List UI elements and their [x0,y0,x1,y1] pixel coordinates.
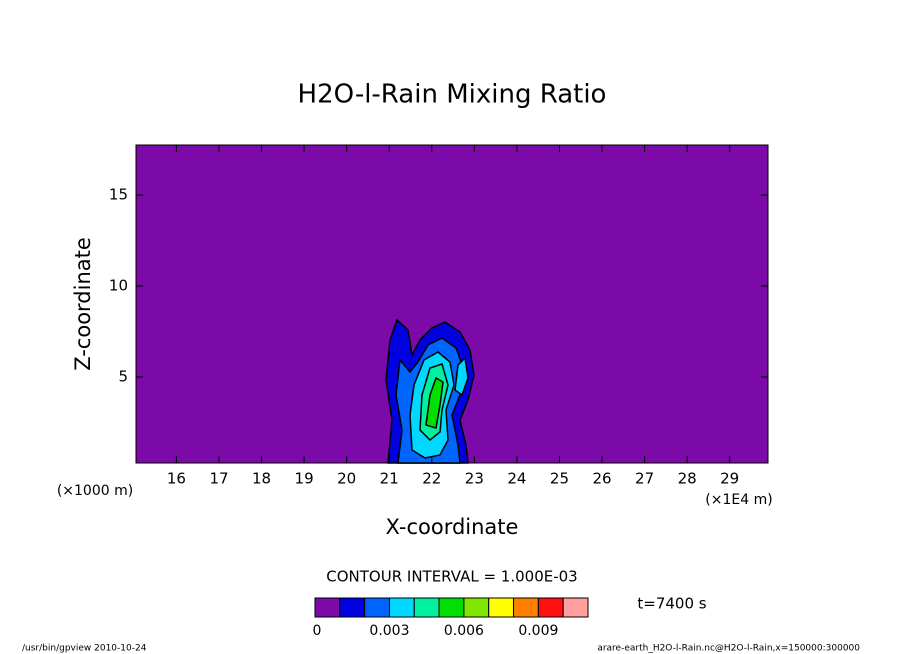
time-label: t=7400 s [637,595,706,613]
footer-right: arare-earth_H2O-l-Rain.nc@H2O-l-Rain,x=1… [597,644,860,654]
x-tick-label: 20 [337,470,356,488]
x-tick-label: 22 [422,470,441,488]
x-tick-label: 25 [550,470,569,488]
colorbar-box [488,597,515,618]
colorbar-box [463,597,490,618]
x-tick-label: 21 [380,470,399,488]
x-tick-label: 17 [209,470,228,488]
x-scale: (×1E4 m) [705,492,772,508]
plot-frame [135,144,769,464]
colorbar-box [438,597,465,618]
y-tick-label: 10 [109,276,128,294]
colorbar-tick-label: 0 [313,623,322,639]
contour-region [425,376,444,429]
x-unit: (×1000 m) [57,483,133,499]
colorbar-tick-label: 0.006 [444,623,484,639]
x-tick-label: 24 [507,470,526,488]
x-tick-label: 16 [167,470,186,488]
colorbar-box [364,597,390,618]
x-tick-label: 23 [465,470,484,488]
colorbar-box [562,597,589,618]
colorbar-box [388,597,415,618]
colorbar-box [537,597,564,618]
colorbar-box [413,597,440,618]
x-tick-label: 18 [252,470,271,488]
x-axis-label: X-coordinate [386,515,519,539]
x-tick-label: 28 [678,470,697,488]
colorbar-box [513,597,539,618]
colorbar-tick-label: 0.009 [518,623,558,639]
contour-interval: CONTOUR INTERVAL = 1.000E-03 [326,568,577,586]
y-axis-label: Z-coordinate [71,237,95,371]
y-tick-label: 5 [118,367,128,385]
y-tick-label: 15 [109,186,128,204]
x-tick-label: 26 [592,470,611,488]
contour-region [454,356,469,397]
x-tick-label: 19 [295,470,314,488]
x-tick-label: 27 [635,470,654,488]
chart-title: H2O-l-Rain Mixing Ratio [298,80,607,110]
x-tick-label: 29 [720,470,739,488]
footer-left: /usr/bin/gpview 2010-10-24 [22,644,147,654]
colorbar-tick-label: 0.003 [369,623,409,639]
colorbar-box [339,597,366,618]
colorbar-box [314,597,341,618]
